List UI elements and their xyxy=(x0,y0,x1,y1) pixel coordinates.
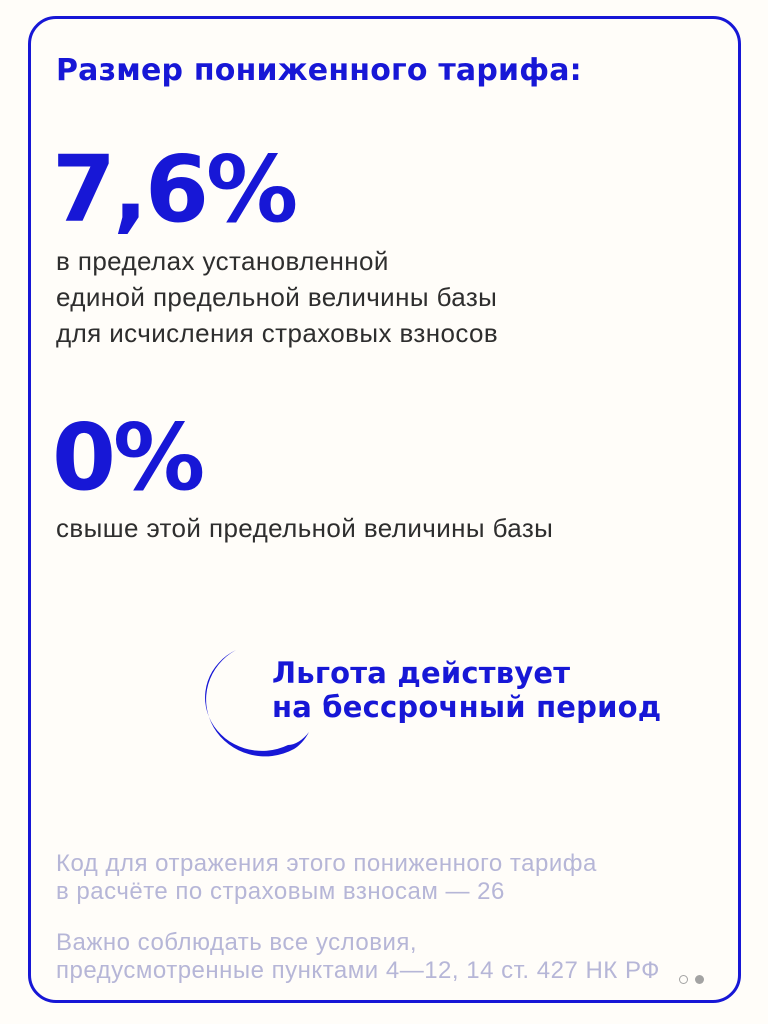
promo-line: на бессрочный период xyxy=(272,690,662,724)
text-line: в расчёте по страховым взносам — 26 xyxy=(56,878,505,905)
footnote-code: Код для отражения этого пониженного тари… xyxy=(56,850,597,906)
rate-value-primary: 7,6% xyxy=(52,136,298,243)
promo-note: Льгота действует на бессрочный период xyxy=(272,656,661,724)
pagination-dot-1[interactable] xyxy=(679,975,688,984)
text-line: Важно соблюдать все условия, xyxy=(56,929,418,956)
pagination-dots xyxy=(679,975,704,984)
text-line: свыше этой предельной величины базы xyxy=(56,513,554,543)
text-line: в пределах установленной xyxy=(56,246,389,276)
rate-description-primary: в пределах установленной единой предельн… xyxy=(56,243,498,351)
text-line: Код для отражения этого пониженного тари… xyxy=(56,850,597,877)
tariff-card: Размер пониженного тарифа: 7,6% в предел… xyxy=(28,16,741,1003)
footnote-conditions: Важно соблюдать все условия, предусмотре… xyxy=(56,929,660,985)
rate-value-secondary: 0% xyxy=(52,404,205,511)
promo-line: Льгота действует xyxy=(272,656,571,690)
text-line: единой предельной величины базы xyxy=(56,282,498,312)
rate-description-secondary: свыше этой предельной величины базы xyxy=(56,510,553,546)
card-title: Размер пониженного тарифа: xyxy=(56,53,582,88)
text-line: предусмотренные пунктами 4—12, 14 ст. 42… xyxy=(56,957,660,984)
text-line: для исчисления страховых взносов xyxy=(56,318,499,348)
pagination-dot-2[interactable] xyxy=(695,975,704,984)
